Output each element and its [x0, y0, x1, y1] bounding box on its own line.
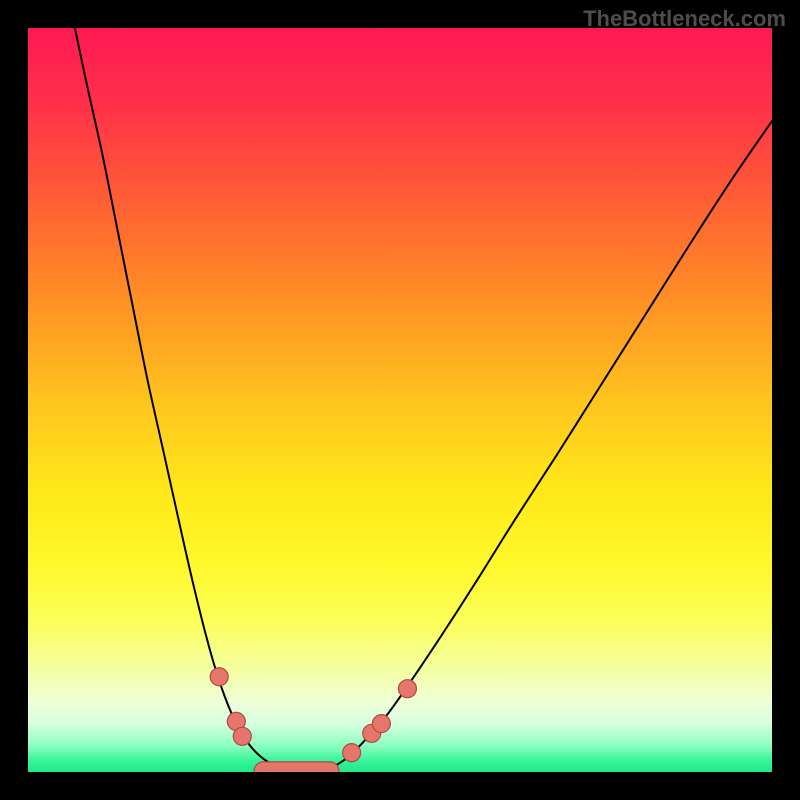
watermark-text: TheBottleneck.com	[583, 6, 786, 32]
marker-dot	[343, 744, 361, 762]
plot-background-gradient	[28, 28, 772, 772]
marker-dot	[372, 715, 390, 733]
marker-dot	[210, 668, 228, 686]
chart-svg	[0, 0, 800, 800]
marker-dot	[233, 727, 251, 745]
marker-dot	[398, 680, 416, 698]
